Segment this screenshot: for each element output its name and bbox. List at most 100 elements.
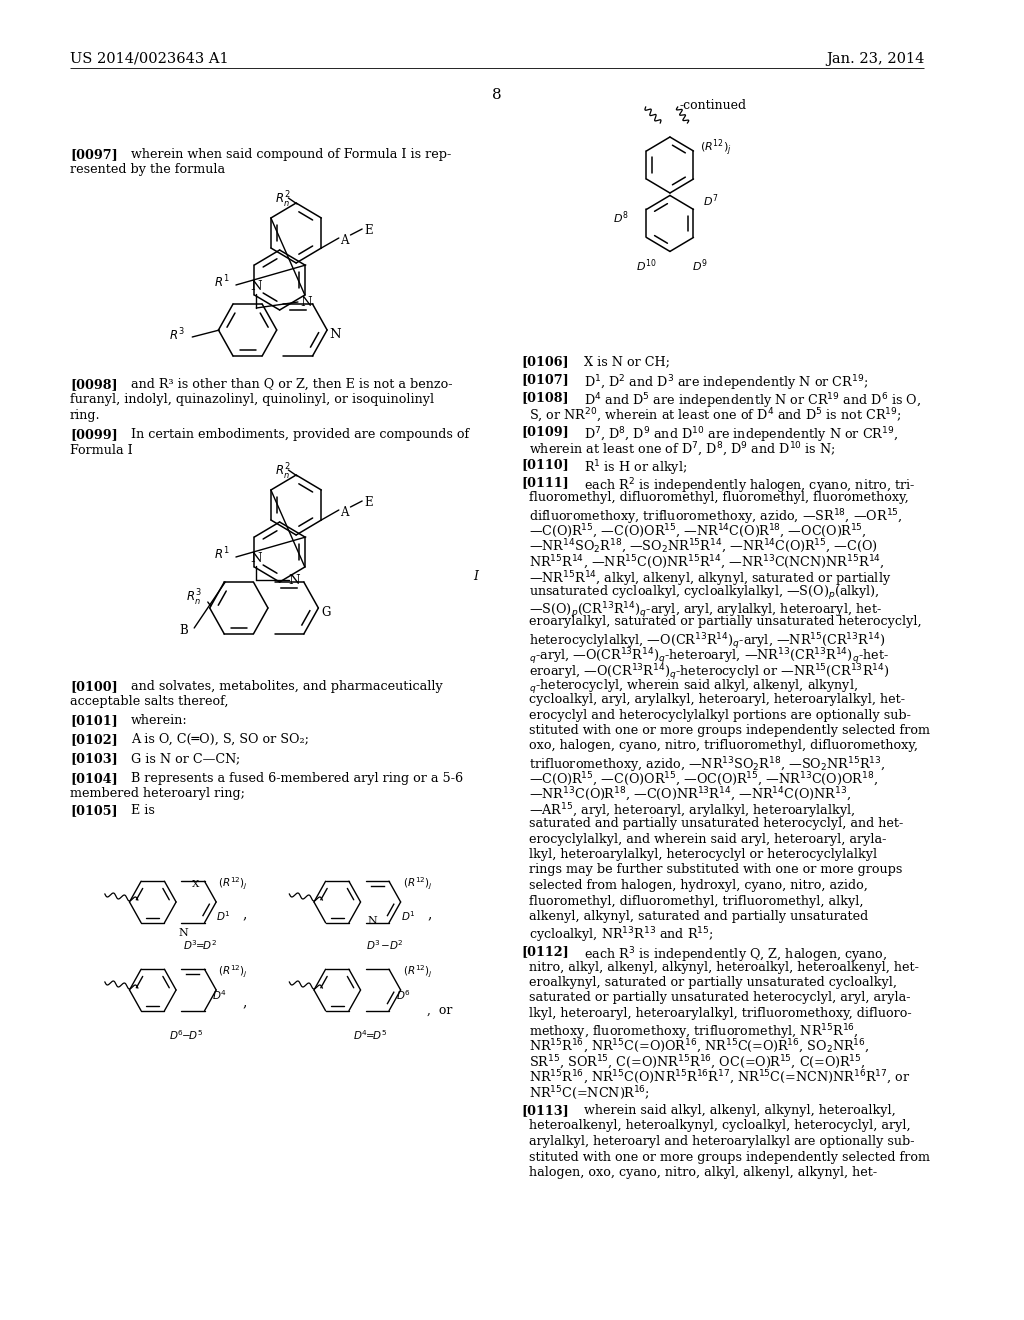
- Text: S, or NR$^{20}$, wherein at least one of D$^4$ and D$^5$ is not CR$^{19}$;: S, or NR$^{20}$, wherein at least one of…: [529, 407, 901, 425]
- Text: erocyclyl and heterocyclylalkyl portions are optionally sub-: erocyclyl and heterocyclylalkyl portions…: [529, 709, 911, 722]
- Text: wherein at least one of D$^7$, D$^8$, D$^9$ and D$^{10}$ is N;: wherein at least one of D$^7$, D$^8$, D$…: [529, 441, 836, 458]
- Text: cycloalkyl, aryl, arylalkyl, heteroaryl, heteroarylalkyl, het-: cycloalkyl, aryl, arylalkyl, heteroaryl,…: [529, 693, 905, 706]
- Text: saturated or partially unsaturated heterocyclyl, aryl, aryla-: saturated or partially unsaturated heter…: [529, 991, 910, 1005]
- Text: trifluoromethoxy, azido, —NR$^{13}$SO$_2$R$^{18}$, —SO$_2$NR$^{15}$R$^{13}$,: trifluoromethoxy, azido, —NR$^{13}$SO$_2…: [529, 755, 886, 775]
- Text: $D^4\!\!=\!\!D^5$: $D^4\!\!=\!\!D^5$: [353, 1028, 387, 1043]
- Text: [0103]: [0103]: [70, 752, 118, 766]
- Text: E: E: [365, 496, 373, 510]
- Text: saturated and partially unsaturated heterocyclyl, and het-: saturated and partially unsaturated hete…: [529, 817, 903, 830]
- Text: arylalkyl, heteroaryl and heteroarylalkyl are optionally sub-: arylalkyl, heteroaryl and heteroarylalky…: [529, 1135, 914, 1148]
- Text: [0106]: [0106]: [521, 355, 569, 368]
- Text: Jan. 23, 2014: Jan. 23, 2014: [826, 51, 925, 66]
- Text: In certain embodiments, provided are compounds of: In certain embodiments, provided are com…: [131, 428, 469, 441]
- Text: B: B: [179, 623, 188, 636]
- Text: lkyl, heteroarylalkyl, heterocyclyl or heterocyclylalkyl: lkyl, heteroarylalkyl, heterocyclyl or h…: [529, 847, 878, 861]
- Text: furanyl, indolyl, quinazolinyl, quinolinyl, or isoquinolinyl: furanyl, indolyl, quinazolinyl, quinolin…: [70, 393, 434, 407]
- Text: $R^3_n$: $R^3_n$: [186, 587, 202, 609]
- Text: each R$^2$ is independently halogen, cyano, nitro, tri-: each R$^2$ is independently halogen, cya…: [585, 477, 915, 495]
- Text: D$^4$ and D$^5$ are independently N or CR$^{19}$ and D$^6$ is O,: D$^4$ and D$^5$ are independently N or C…: [585, 391, 922, 411]
- Text: B represents a fused 6-membered aryl ring or a 5-6: B represents a fused 6-membered aryl rin…: [131, 772, 463, 785]
- Text: [0098]: [0098]: [70, 378, 118, 391]
- Text: fluoromethyl, difluoromethyl, trifluoromethyl, alkyl,: fluoromethyl, difluoromethyl, trifluorom…: [529, 895, 863, 908]
- Text: lkyl, heteroaryl, heteroarylalkyl, trifluoromethoxy, difluoro-: lkyl, heteroaryl, heteroarylalkyl, trifl…: [529, 1007, 911, 1020]
- Text: $D^3\!-\!D^2$: $D^3\!-\!D^2$: [366, 939, 403, 952]
- Text: [0112]: [0112]: [521, 945, 569, 958]
- Text: erocyclylalkyl, and wherein said aryl, heteroaryl, aryla-: erocyclylalkyl, and wherein said aryl, h…: [529, 833, 887, 846]
- Text: wherein said alkyl, alkenyl, alkynyl, heteroalkyl,: wherein said alkyl, alkenyl, alkynyl, he…: [585, 1104, 896, 1117]
- Text: X is N or CH;: X is N or CH;: [585, 355, 671, 368]
- Text: [0113]: [0113]: [521, 1104, 569, 1117]
- Text: difluoromethoxy, trifluoromethoxy, azido, —SR$^{18}$, —OR$^{15}$,: difluoromethoxy, trifluoromethoxy, azido…: [529, 507, 903, 527]
- Text: [0109]: [0109]: [521, 425, 569, 438]
- Text: A: A: [340, 235, 348, 248]
- Text: stituted with one or more groups independently selected from: stituted with one or more groups indepen…: [529, 723, 930, 737]
- Text: ,: ,: [427, 907, 431, 921]
- Text: eroaryl, —O(CR$^{13}$R$^{14}$)$_q$-heterocyclyl or —NR$^{15}$(CR$^{13}$R$^{14}$): eroaryl, —O(CR$^{13}$R$^{14}$)$_q$-heter…: [529, 663, 890, 682]
- Text: alkenyl, alkynyl, saturated and partially unsaturated: alkenyl, alkynyl, saturated and partiall…: [529, 909, 868, 923]
- Text: NR$^{15}$R$^{16}$, NR$^{15}$C(=O)OR$^{16}$, NR$^{15}$C(=O)R$^{16}$, SO$_2$NR$^{1: NR$^{15}$R$^{16}$, NR$^{15}$C(=O)OR$^{16…: [529, 1038, 869, 1056]
- Text: cycloalkyl, NR$^{13}$R$^{13}$ and R$^{15}$;: cycloalkyl, NR$^{13}$R$^{13}$ and R$^{15…: [529, 925, 714, 945]
- Text: oxo, halogen, cyano, nitro, trifluoromethyl, difluoromethoxy,: oxo, halogen, cyano, nitro, trifluoromet…: [529, 739, 919, 752]
- Text: [0102]: [0102]: [70, 733, 118, 746]
- Text: A: A: [340, 507, 348, 520]
- Text: $D^{10}$: $D^{10}$: [636, 257, 656, 273]
- Text: D$^1$, D$^2$ and D$^3$ are independently N or CR$^{19}$;: D$^1$, D$^2$ and D$^3$ are independently…: [585, 374, 868, 392]
- Text: $_q$-aryl, —O(CR$^{13}$R$^{14}$)$_q$-heteroaryl, —NR$^{13}$(CR$^{13}$R$^{14}$)$_: $_q$-aryl, —O(CR$^{13}$R$^{14}$)$_q$-het…: [529, 647, 889, 667]
- Text: [0110]: [0110]: [521, 458, 569, 471]
- Text: eroarylalkyl, saturated or partially unsaturated heterocyclyl,: eroarylalkyl, saturated or partially uns…: [529, 615, 922, 628]
- Text: eroalkynyl, saturated or partially unsaturated cycloalkyl,: eroalkynyl, saturated or partially unsat…: [529, 975, 897, 989]
- Text: unsaturated cycloalkyl, cycloalkylalkyl, —S(O)$_p$(alkyl),: unsaturated cycloalkyl, cycloalkylalkyl,…: [529, 585, 880, 602]
- Text: rings may be further substituted with one or more groups: rings may be further substituted with on…: [529, 863, 902, 876]
- Text: G: G: [322, 606, 331, 619]
- Text: US 2014/0023643 A1: US 2014/0023643 A1: [70, 51, 228, 66]
- Text: wherein:: wherein:: [131, 714, 187, 727]
- Text: $(R^{12})_j$: $(R^{12})_j$: [218, 964, 248, 981]
- Text: fluoromethyl, difluoromethyl, fluoromethyl, fluoromethoxy,: fluoromethyl, difluoromethyl, fluorometh…: [529, 491, 909, 504]
- Text: $D^4$: $D^4$: [212, 987, 226, 1002]
- Text: $R^2_n$: $R^2_n$: [274, 462, 290, 482]
- Text: E: E: [365, 224, 373, 238]
- Text: membered heteroaryl ring;: membered heteroaryl ring;: [70, 788, 245, 800]
- Text: N: N: [178, 928, 188, 939]
- Text: N: N: [251, 280, 262, 293]
- Text: $R^1$: $R^1$: [214, 273, 229, 290]
- Text: N: N: [289, 574, 300, 587]
- Text: NR$^{15}$R$^{14}$, —NR$^{15}$C(O)NR$^{15}$R$^{14}$, —NR$^{13}$C(NCN)NR$^{15}$R$^: NR$^{15}$R$^{14}$, —NR$^{15}$C(O)NR$^{15…: [529, 553, 885, 572]
- Text: —C(O)R$^{15}$, —C(O)OR$^{15}$, —NR$^{14}$C(O)R$^{18}$, —OC(O)R$^{15}$,: —C(O)R$^{15}$, —C(O)OR$^{15}$, —NR$^{14}…: [529, 523, 867, 541]
- Text: $D^6\!\!-\!\!D^5$: $D^6\!\!-\!\!D^5$: [169, 1028, 203, 1043]
- Text: $(R^{12})_j$: $(R^{12})_j$: [402, 876, 432, 892]
- Text: $R^1$: $R^1$: [214, 545, 229, 562]
- Text: $D^3\!\!=\!\!D^2$: $D^3\!\!=\!\!D^2$: [182, 939, 217, 952]
- Text: 8: 8: [493, 88, 502, 102]
- Text: N: N: [329, 327, 341, 341]
- Text: and solvates, metabolites, and pharmaceutically: and solvates, metabolites, and pharmaceu…: [131, 680, 442, 693]
- Text: —NR$^{14}$SO$_2$R$^{18}$, —SO$_2$NR$^{15}$R$^{14}$, —NR$^{14}$C(O)R$^{15}$, —C(O: —NR$^{14}$SO$_2$R$^{18}$, —SO$_2$NR$^{15…: [529, 539, 878, 556]
- Text: [0107]: [0107]: [521, 374, 569, 385]
- Text: [0105]: [0105]: [70, 804, 118, 817]
- Text: stituted with one or more groups independently selected from: stituted with one or more groups indepen…: [529, 1151, 930, 1163]
- Text: ,: ,: [243, 995, 247, 1008]
- Text: $(R^{12})_j$: $(R^{12})_j$: [402, 964, 432, 981]
- Text: —AR$^{15}$, aryl, heteroaryl, arylalkyl, heteroarylalkyl,: —AR$^{15}$, aryl, heteroaryl, arylalkyl,…: [529, 801, 855, 821]
- Text: $D^1$: $D^1$: [400, 909, 416, 923]
- Text: I: I: [473, 569, 478, 582]
- Text: heteroalkenyl, heteroalkynyl, cycloalkyl, heterocyclyl, aryl,: heteroalkenyl, heteroalkynyl, cycloalkyl…: [529, 1119, 910, 1133]
- Text: [0097]: [0097]: [70, 148, 118, 161]
- Text: N: N: [300, 296, 311, 309]
- Text: NR$^{15}$C(=NCN)R$^{16}$;: NR$^{15}$C(=NCN)R$^{16}$;: [529, 1085, 650, 1102]
- Text: —S(O)$_p$(CR$^{13}$R$^{14}$)$_q$-aryl, aryl, arylalkyl, heteroaryl, het-: —S(O)$_p$(CR$^{13}$R$^{14}$)$_q$-aryl, a…: [529, 601, 882, 620]
- Text: ,: ,: [243, 907, 247, 921]
- Text: $(R^{12})_j$: $(R^{12})_j$: [700, 137, 732, 158]
- Text: methoxy, fluoromethoxy, trifluoromethyl, NR$^{15}$R$^{16}$,: methoxy, fluoromethoxy, trifluoromethyl,…: [529, 1023, 859, 1041]
- Text: [0100]: [0100]: [70, 680, 118, 693]
- Text: $D^8$: $D^8$: [613, 210, 629, 226]
- Text: acceptable salts thereof,: acceptable salts thereof,: [70, 696, 228, 709]
- Text: $_q$-heterocyclyl, wherein said alkyl, alkenyl, alkynyl,: $_q$-heterocyclyl, wherein said alkyl, a…: [529, 677, 858, 696]
- Text: resented by the formula: resented by the formula: [70, 164, 225, 177]
- Text: nitro, alkyl, alkenyl, alkynyl, heteroalkyl, heteroalkenyl, het-: nitro, alkyl, alkenyl, alkynyl, heteroal…: [529, 961, 919, 974]
- Text: —NR$^{13}$C(O)R$^{18}$, —C(O)NR$^{13}$R$^{14}$, —NR$^{14}$C(O)NR$^{13}$,: —NR$^{13}$C(O)R$^{18}$, —C(O)NR$^{13}$R$…: [529, 785, 851, 804]
- Text: halogen, oxo, cyano, nitro, alkyl, alkenyl, alkynyl, het-: halogen, oxo, cyano, nitro, alkyl, alken…: [529, 1166, 878, 1179]
- Text: E is: E is: [131, 804, 155, 817]
- Text: [0104]: [0104]: [70, 772, 118, 785]
- Text: [0108]: [0108]: [521, 391, 569, 404]
